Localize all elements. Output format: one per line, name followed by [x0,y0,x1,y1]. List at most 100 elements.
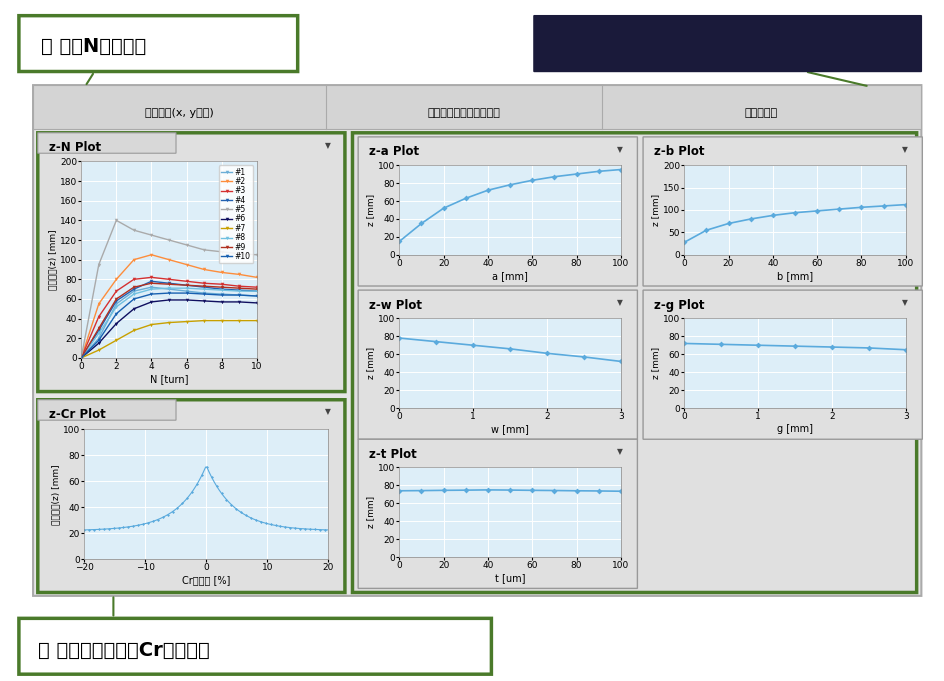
#2 [216,268,228,276]
Line: #4: #4 [79,279,259,360]
#5 [180,241,192,249]
#5 [76,354,87,362]
#8 [145,285,157,294]
Text: ▼: ▼ [902,144,907,154]
Text: ▼: ▼ [325,407,330,417]
#4 [198,283,210,291]
#7 [145,321,157,329]
#10 [163,289,175,297]
X-axis label: w [mm]: w [mm] [491,424,529,434]
#4 [76,354,87,362]
#5 [216,248,228,256]
#8 [198,285,210,294]
#5 [163,236,175,244]
#7 [251,317,262,325]
#7 [76,354,87,362]
Text: ▼: ▼ [325,140,330,150]
#6 [233,298,244,306]
Text: z-a Plot: z-a Plot [369,145,419,159]
Y-axis label: z [mm]: z [mm] [365,496,375,528]
#10 [110,310,122,318]
#10 [198,290,210,298]
#9 [93,324,105,332]
Line: #3: #3 [79,276,259,360]
#7 [180,317,192,326]
#8 [233,287,244,295]
Text: ▼: ▼ [616,298,623,307]
#2 [233,270,244,279]
#9 [180,281,192,289]
#4 [251,287,262,295]
Line: #1: #1 [79,285,259,360]
#6 [180,296,192,304]
#2 [198,266,210,274]
#2 [76,354,87,362]
#6 [216,298,228,306]
#6 [128,304,140,313]
#7 [93,346,105,354]
#9 [110,295,122,303]
#8 [163,284,175,292]
#2 [128,255,140,264]
#6 [110,319,122,328]
Text: z-Cr Plot: z-Cr Plot [49,408,106,422]
#5 [251,251,262,259]
X-axis label: b [mm]: b [mm] [776,271,812,281]
#10 [145,290,157,298]
#9 [233,284,244,292]
#4 [216,285,228,294]
#1 [198,289,210,297]
Text: ▼: ▼ [616,447,623,456]
Line: #6: #6 [79,298,259,360]
#1 [163,285,175,294]
#5 [233,250,244,258]
#10 [93,336,105,345]
Text: z-w Plot: z-w Plot [369,298,422,312]
#3 [163,275,175,283]
#1 [93,334,105,343]
#5 [198,246,210,254]
Text: ▼: ▼ [902,298,907,307]
#1 [251,292,262,300]
#3 [145,273,157,281]
#3 [76,354,87,362]
Y-axis label: z [mm]: z [mm] [650,347,659,379]
#1 [110,300,122,308]
#3 [128,275,140,283]
#6 [145,298,157,306]
Text: z-t Plot: z-t Plot [369,447,417,461]
Line: #5: #5 [79,219,259,360]
#3 [233,282,244,290]
Line: #8: #8 [79,287,259,360]
Text: ⑷ 巻数N依存特性: ⑷ 巻数N依存特性 [42,37,146,56]
#2 [163,255,175,264]
#1 [216,290,228,298]
#2 [251,273,262,281]
#4 [128,285,140,294]
#8 [216,286,228,294]
#5 [110,217,122,225]
#10 [76,354,87,362]
#10 [128,295,140,303]
#7 [128,326,140,334]
#1 [145,283,157,291]
X-axis label: g [mm]: g [mm] [776,424,812,434]
Text: 通信距離(x, y設定): 通信距離(x, y設定) [145,108,213,118]
#7 [198,317,210,325]
#8 [76,354,87,362]
Text: ▼: ▼ [616,144,623,154]
Y-axis label: z [mm]: z [mm] [365,347,375,379]
#5 [128,226,140,234]
Line: #9: #9 [79,281,259,360]
Line: #2: #2 [79,253,259,360]
#6 [76,354,87,362]
#10 [251,292,262,300]
#9 [198,282,210,290]
Y-axis label: 通信距離(z) [mm]: 通信距離(z) [mm] [51,464,59,524]
#3 [198,279,210,287]
#8 [110,303,122,311]
#4 [145,277,157,285]
#8 [251,287,262,295]
Y-axis label: z [mm]: z [mm] [365,194,375,226]
X-axis label: N [turn]: N [turn] [150,374,188,384]
